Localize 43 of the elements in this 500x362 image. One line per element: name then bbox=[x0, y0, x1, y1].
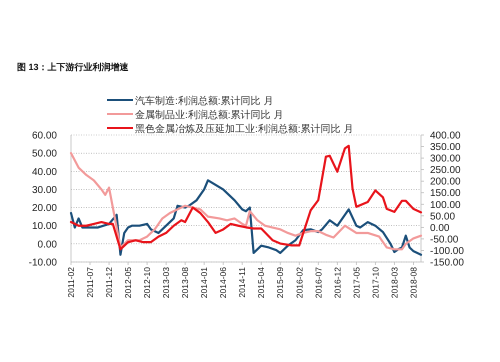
x-tick-label: 2016-12 bbox=[332, 266, 342, 298]
legend-label: 金属制品业:利润总额:累计同比 月 bbox=[135, 109, 284, 121]
y-tick-label: 50.00 bbox=[32, 148, 58, 160]
x-tick-label: 2017-10 bbox=[370, 266, 380, 298]
x-tick-label: 2011-02 bbox=[66, 266, 76, 298]
x-tick-label: 2012-10 bbox=[142, 266, 152, 298]
x-tick-label: 2012-05 bbox=[123, 266, 134, 298]
x-tick-label: 2015-09 bbox=[275, 266, 286, 298]
y-tick-label: 30.00 bbox=[32, 184, 58, 196]
chart-title: 图 13：上下游行业利润增速 bbox=[17, 62, 130, 72]
y2-tick-label: -150.00 bbox=[430, 258, 464, 268]
y-tick-label: -10.00 bbox=[28, 258, 58, 268]
y2-tick-label: 0.00 bbox=[430, 222, 450, 234]
legend-label: 黑色金属冶炼及压延加工业:利润总额:累计同比 月 bbox=[135, 123, 354, 135]
y2-tick-label: 50.00 bbox=[430, 211, 456, 222]
y-tick-label: 10.00 bbox=[32, 221, 58, 232]
y2-tick-label: 150.00 bbox=[430, 188, 462, 200]
x-tick-label: 2016-07 bbox=[313, 266, 324, 298]
y2-tick-label: 300.00 bbox=[430, 154, 462, 165]
x-tick-label: 2013-03 bbox=[161, 266, 172, 298]
y2-tick-label: -100.00 bbox=[430, 246, 464, 257]
x-tick-label: 2011-07 bbox=[85, 266, 96, 298]
x-tick-label: 2015-04 bbox=[256, 266, 266, 298]
y2-tick-label: 400.00 bbox=[430, 130, 462, 142]
legend-label: 汽车制造:利润总额:累计同比 月 bbox=[135, 95, 274, 107]
x-tick-label: 2018-03 bbox=[389, 266, 400, 298]
y2-tick-label: 200.00 bbox=[430, 176, 462, 188]
y-tick-label: 60.00 bbox=[32, 130, 58, 142]
y2-tick-label: -50.00 bbox=[430, 234, 459, 246]
y-tick-label: 0.00 bbox=[38, 239, 58, 250]
x-tick-label: 2017-05 bbox=[351, 266, 362, 298]
x-tick-label: 2018-08 bbox=[408, 266, 418, 298]
x-tick-label: 2014-01 bbox=[199, 266, 210, 298]
x-tick-label: 2014-11 bbox=[237, 266, 248, 298]
y2-tick-label: 350.00 bbox=[430, 142, 462, 154]
y2-tick-label: 100.00 bbox=[430, 200, 462, 211]
x-tick-label: 2013-08 bbox=[180, 266, 190, 298]
x-tick-label: 2014-06 bbox=[218, 266, 228, 298]
y-tick-label: 40.00 bbox=[32, 166, 58, 178]
x-tick-label: 2011-12 bbox=[104, 266, 114, 298]
y2-tick-label: 250.00 bbox=[430, 165, 462, 176]
y-tick-label: 20.00 bbox=[32, 203, 58, 214]
x-tick-label: 2016-02 bbox=[294, 266, 304, 298]
